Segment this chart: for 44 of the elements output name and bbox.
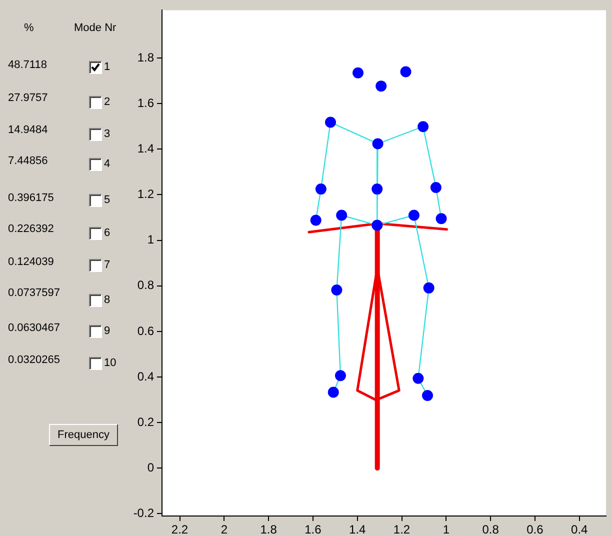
x-tick-label: 0.8 (482, 522, 500, 536)
text: 9 (104, 325, 110, 337)
text: 7.44856 (8, 155, 48, 167)
y-tick-label: 0.8 (137, 278, 154, 292)
x-tick-label: 1 (442, 522, 450, 536)
text: 0.396175 (8, 192, 54, 204)
x-tick-label: 1.8 (260, 522, 278, 536)
y-tick-label: 0.4 (137, 369, 154, 384)
text: 0.0320265 (8, 354, 60, 366)
y-tick-label: 0.6 (137, 324, 154, 338)
text: 2 (104, 96, 110, 108)
text: 1 (104, 61, 110, 73)
text: 6 (104, 227, 110, 239)
y-tick-label: 1.6 (137, 96, 154, 110)
x-tick-label: 2.2 (171, 522, 188, 536)
x-tick-label: 0.4 (571, 522, 588, 536)
text: 0.124039 (8, 256, 54, 268)
frequency-button: Frequency (49, 424, 118, 446)
text: 27.9757 (8, 92, 48, 104)
text: % (24, 22, 34, 34)
x-tick-label: 1.6 (304, 522, 322, 536)
x-tick-label: 1.2 (393, 522, 410, 536)
text: 5 (104, 194, 110, 206)
text: 0.0630467 (8, 322, 60, 334)
y-tick-label: -0.2 (133, 506, 154, 520)
text: Mode Nr (74, 22, 116, 34)
y-tick-label: 1.2 (137, 187, 154, 202)
text: 10 (104, 357, 116, 369)
text: 8 (104, 294, 110, 306)
x-tick-label: 1.4 (349, 522, 366, 536)
text: 0.226392 (8, 223, 54, 235)
y-tick-label: 1.8 (137, 50, 154, 64)
text: 0.0737597 (8, 287, 60, 299)
text: 7 (104, 259, 110, 271)
text: 48.7118 (8, 59, 47, 71)
x-tick-label: 0.6 (526, 522, 544, 536)
text: 14.9484 (8, 124, 48, 136)
x-tick-label: 2 (220, 522, 228, 536)
text: 3 (104, 128, 110, 140)
y-tick-label: 0.2 (137, 414, 154, 429)
y-tick-label: 1 (147, 232, 154, 247)
y-tick-label: 0 (147, 460, 154, 474)
text: 4 (104, 158, 110, 170)
y-tick-label: 1.4 (137, 141, 154, 156)
